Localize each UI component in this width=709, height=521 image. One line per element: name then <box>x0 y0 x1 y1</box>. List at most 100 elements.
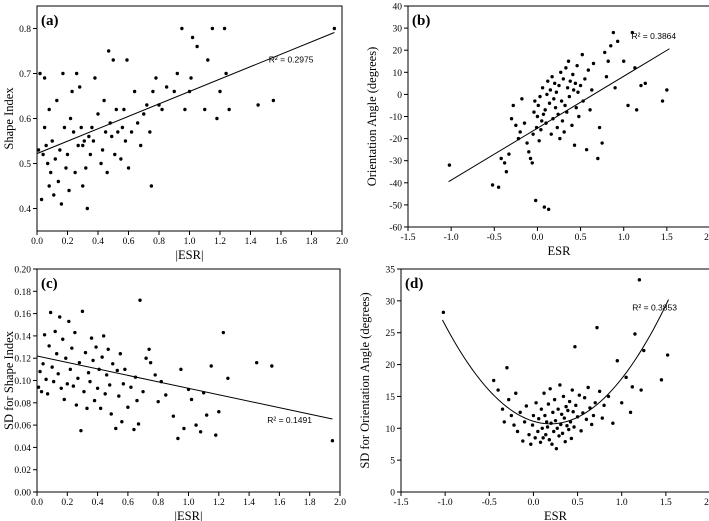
data-point <box>92 398 97 403</box>
y-tick-label: 0.6 <box>19 115 31 125</box>
data-point <box>553 418 558 423</box>
x-tick-label: 1.2 <box>214 237 226 247</box>
data-point <box>511 103 515 108</box>
data-point <box>596 156 600 161</box>
data-point <box>626 103 630 108</box>
data-point <box>64 166 68 170</box>
data-point <box>572 425 576 429</box>
data-point <box>507 397 511 402</box>
panel-a-shape-index-vs-abs-esr: 0.0 0.2 0.4 0.6 0.8 1.0 1.2 1.4 1.6 1.8 2.0 0.4 0.5 0… <box>2 5 348 262</box>
data-point <box>132 427 136 432</box>
data-point <box>582 396 587 400</box>
data-point <box>80 309 85 314</box>
data-point <box>665 353 670 357</box>
y-tick-label: -10 <box>389 113 402 123</box>
data-point <box>104 373 109 377</box>
data-point <box>37 385 41 389</box>
data-point <box>214 433 218 437</box>
data-point <box>581 99 585 103</box>
y-tick-label: -20 <box>389 135 402 145</box>
data-point <box>85 406 89 411</box>
x-tick-label: 0.0 <box>527 498 539 508</box>
data-point <box>172 89 176 94</box>
data-point <box>553 105 558 110</box>
data-point <box>586 68 591 72</box>
data-point <box>126 405 130 409</box>
data-point <box>620 401 624 405</box>
data-point <box>37 148 41 152</box>
data-point <box>591 61 596 66</box>
data-point <box>576 90 580 94</box>
x-tick-label: 1.8 <box>306 237 318 247</box>
data-point <box>68 367 73 372</box>
x-tick-label: 0.2 <box>62 237 74 247</box>
data-point <box>45 161 50 166</box>
data-point <box>562 130 566 134</box>
data-point <box>573 345 577 349</box>
x-tick-label: 0.5 <box>572 498 584 508</box>
data-point <box>570 388 574 392</box>
data-point <box>586 385 590 390</box>
data-point <box>527 150 531 154</box>
x-tick-label: 1.6 <box>275 237 287 247</box>
data-point <box>49 170 53 175</box>
data-point <box>55 98 59 103</box>
data-point <box>566 408 570 413</box>
y-tick-label: 5 <box>390 457 395 467</box>
data-point <box>542 391 546 395</box>
data-point <box>45 392 50 396</box>
data-point <box>603 50 607 55</box>
data-point <box>74 403 79 407</box>
data-point <box>660 99 665 103</box>
data-point <box>496 388 500 392</box>
panel-d-sd-orientation-angle-vs-esr: -1.5 -1.0 -0.5 0.0 0.5 1.0 1.5 2.0 0 5 10 15 20 25 30 3… <box>358 266 709 521</box>
data-point <box>633 66 637 70</box>
data-point <box>548 88 553 92</box>
data-point <box>102 98 106 103</box>
data-point <box>600 416 604 420</box>
data-point <box>175 71 179 76</box>
data-point <box>593 401 597 405</box>
data-point <box>504 170 509 174</box>
data-point <box>591 413 596 418</box>
data-point <box>120 125 125 130</box>
data-point <box>156 399 160 404</box>
data-point <box>206 58 210 62</box>
data-point <box>556 112 560 116</box>
x-tick-label: 1.0 <box>616 498 628 508</box>
data-point <box>101 334 106 338</box>
data-point <box>73 330 77 335</box>
panel-label: (d) <box>405 276 423 292</box>
data-point <box>39 197 44 202</box>
data-point <box>542 205 547 209</box>
y-tick-label: 0.04 <box>14 444 31 454</box>
data-point <box>218 89 222 94</box>
data-point <box>544 420 549 424</box>
data-point <box>604 75 609 79</box>
data-point <box>569 436 574 441</box>
y-tick-label: 0.4 <box>19 205 31 215</box>
data-point <box>108 121 112 125</box>
data-point <box>62 397 66 402</box>
trendline <box>37 32 335 155</box>
data-point <box>565 424 569 428</box>
data-point <box>558 136 562 141</box>
data-point <box>47 184 51 188</box>
data-point <box>630 385 635 389</box>
data-point <box>67 319 71 324</box>
data-point <box>135 398 139 403</box>
panel-label: (b) <box>412 13 430 29</box>
data-point <box>557 83 561 88</box>
y-tick-label: 35 <box>386 266 396 276</box>
data-point <box>138 298 142 302</box>
data-point <box>116 130 120 134</box>
data-point <box>606 394 611 399</box>
data-point <box>589 422 594 427</box>
r-squared-label: R² = 0.3853 <box>632 302 677 312</box>
data-point <box>121 382 126 386</box>
data-point <box>520 97 524 101</box>
data-point <box>148 130 152 134</box>
data-point <box>53 157 57 161</box>
data-point <box>151 89 155 94</box>
data-point <box>73 170 77 175</box>
